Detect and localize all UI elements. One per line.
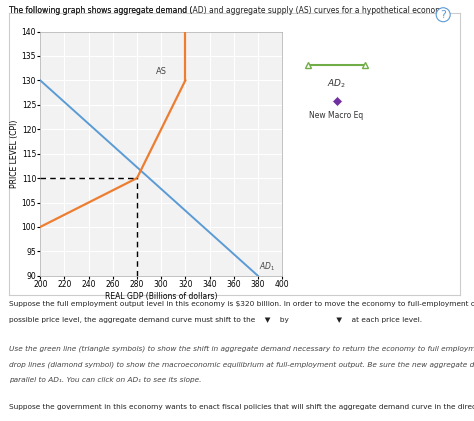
Text: ?: ?	[440, 10, 446, 20]
Text: indicated. The marginal propensity to consume (MPC) in this economy is 0.8. This: indicated. The marginal propensity to co…	[9, 420, 474, 421]
Text: $AD_1$: $AD_1$	[259, 261, 275, 273]
Text: The following graph shows aggregate demand (: The following graph shows aggregate dema…	[9, 6, 193, 15]
Text: drop lines (diamond symbol) to show the macroeconomic equilibrium at full-employ: drop lines (diamond symbol) to show the …	[9, 361, 474, 368]
Text: parallel to AD₁. You can click on AD₁ to see its slope.: parallel to AD₁. You can click on AD₁ to…	[9, 377, 202, 384]
Text: AS: AS	[156, 67, 167, 75]
Text: New Macro Eq: New Macro Eq	[310, 111, 364, 120]
Text: Suppose the full employment output level in this economy is $320 billion. In ord: Suppose the full employment output level…	[9, 301, 474, 307]
Text: $AD_2$: $AD_2$	[327, 78, 346, 91]
X-axis label: REAL GDP (Billions of dollars): REAL GDP (Billions of dollars)	[105, 292, 218, 301]
Text: possible price level, the aggregate demand curve must shift to the    ▼    by   : possible price level, the aggregate dema…	[9, 317, 423, 323]
Y-axis label: PRICE LEVEL (CPI): PRICE LEVEL (CPI)	[10, 120, 19, 188]
Text: Suppose the government in this economy wants to enact fiscal policies that will : Suppose the government in this economy w…	[9, 404, 474, 410]
Text: Use the green line (triangle symbols) to show the shift in aggregate demand nece: Use the green line (triangle symbols) to…	[9, 345, 474, 352]
Text: The following graph shows aggregate demand (​AD​) and aggregate supply (​AS​) cu: The following graph shows aggregate dema…	[9, 6, 449, 15]
